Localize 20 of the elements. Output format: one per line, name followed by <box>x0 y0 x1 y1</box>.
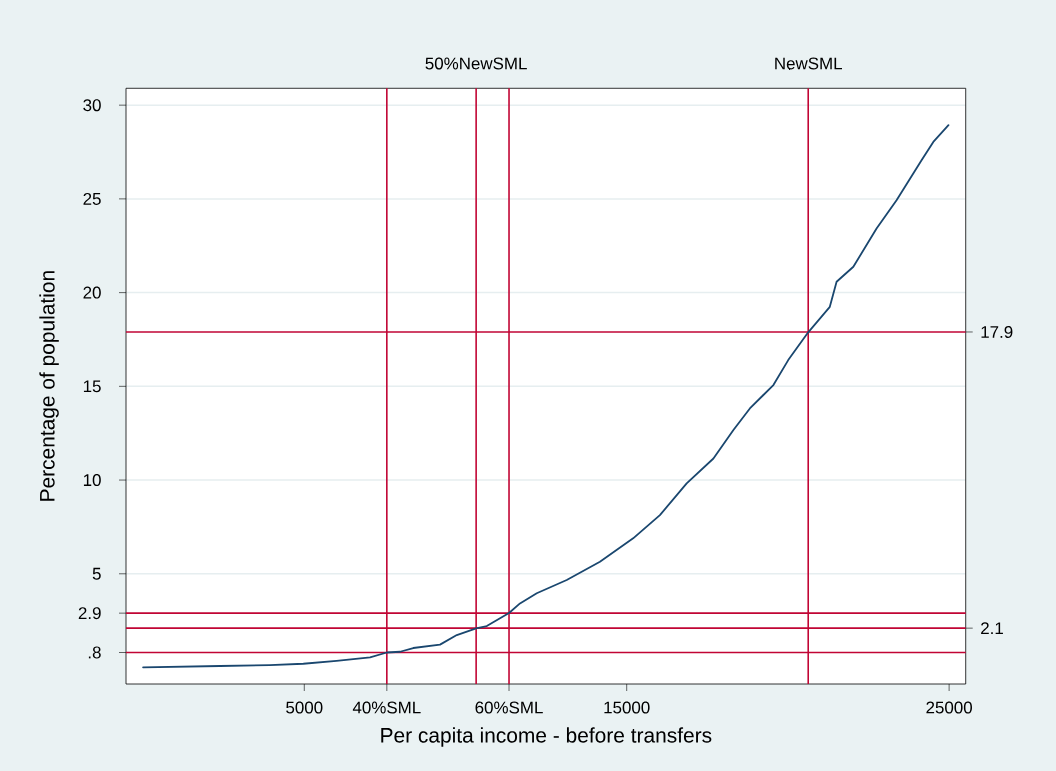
line-series <box>142 124 950 669</box>
y-tick-label: 15 <box>83 380 101 393</box>
text: NewSML <box>775 57 842 70</box>
ref-line-label: 2.9 <box>78 607 101 620</box>
y-tick-label: 20 <box>83 286 101 299</box>
ref-line-label: 17.9 <box>981 325 1013 338</box>
x-axis-title: Per capita income - before transfers <box>381 727 712 747</box>
text: 50%NewSML <box>425 57 527 70</box>
ref-line-label: 2.1 <box>981 622 1003 635</box>
x-tick-label: 25000 <box>926 701 972 714</box>
x-tick-label: 15000 <box>604 701 650 714</box>
y-tick-label: 5 <box>92 567 101 580</box>
y-tick-label: 25 <box>83 192 101 205</box>
y-tick-label: 10 <box>83 474 101 487</box>
y-tick-label: 30 <box>83 99 101 112</box>
y-axis-title: Percentage of population <box>39 271 59 501</box>
x-tick-label: 5000 <box>286 701 323 714</box>
ref-line-label: 40%SML <box>352 701 421 714</box>
ref-line-label: .8 <box>88 646 101 659</box>
ref-line-label: 60%SML <box>475 701 543 714</box>
